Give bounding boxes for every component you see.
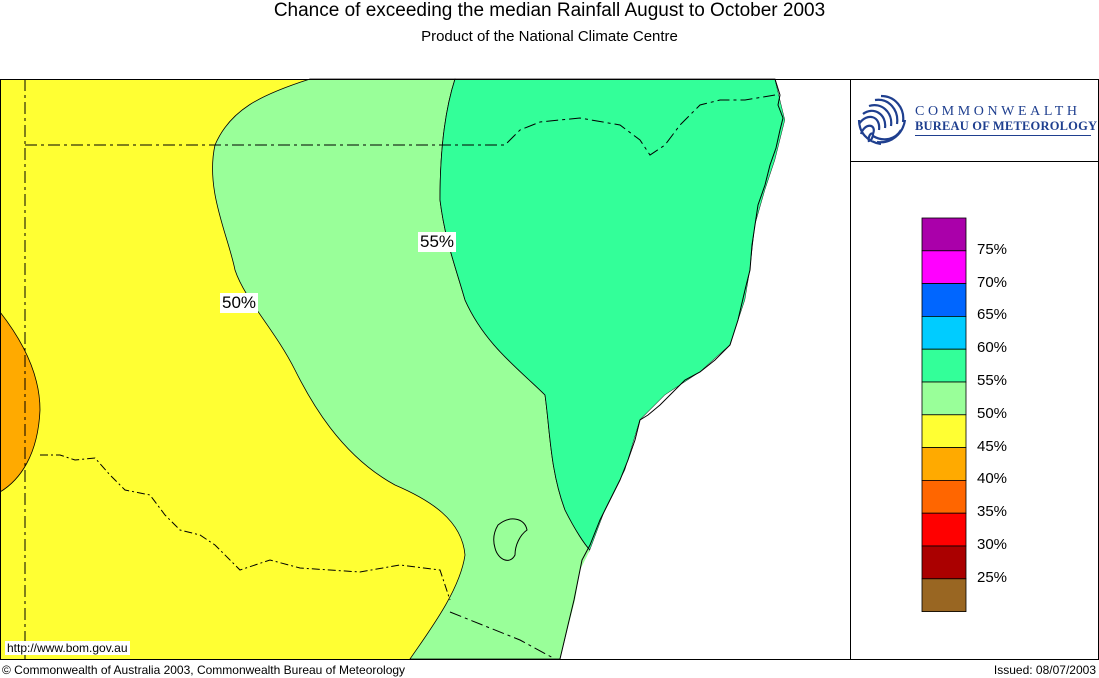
contour-label-55: 55% [418,232,457,252]
page-subtitle: Product of the National Climate Centre [421,28,678,45]
legend-label: 50% [977,404,1008,422]
legend-label: 70% [977,273,1008,291]
legend-swatch [921,479,967,514]
legend-swatch [921,447,967,481]
legend-swatch [921,250,967,285]
page-title: Chance of exceeding the median Rainfall … [273,0,826,21]
coastline [559,78,784,660]
ocean [560,79,850,659]
legend-swatch [921,315,967,350]
side-panel-border [850,79,1099,660]
border-south [449,611,556,660]
legend-label: 40% [977,470,1008,488]
legend-swatch [921,283,967,317]
legend-swatch [921,348,967,383]
island [493,518,528,561]
legend-label: 35% [977,503,1008,521]
legend-label: 25% [977,568,1008,586]
legend-swatch [921,414,967,448]
zone-40-45 [0,311,41,493]
legend-color-bar [921,217,967,612]
legend-swatch [921,512,967,547]
logo-line2: BUREAU OF METEOROLOGY [915,119,1098,133]
issued-date: Issued: 08/07/2003 [993,663,1096,677]
logo-line1: COMMONWEALTH [915,104,1081,119]
copyright-text: © Commonwealth of Australia 2003, Common… [2,663,406,677]
river-border [40,454,451,601]
contour-label-50: 50% [220,293,259,313]
legend-label: 30% [977,536,1008,553]
website-url[interactable]: http://www.bom.gov.au [5,641,130,655]
legend-label: 60% [977,339,1008,357]
border-north [25,94,776,156]
legend-label: 65% [977,306,1008,324]
map-frame [0,78,1099,660]
logo-underline [915,135,1091,136]
legend-swatch [921,545,967,580]
legend-swatch [921,381,967,416]
legend-swatch [921,578,967,612]
bom-swirl-icon [855,94,907,146]
legend-swatch [921,217,967,252]
legend-label: 75% [977,240,1008,258]
legend-label: 45% [977,437,1008,455]
legend-label: 55% [977,372,1008,389]
